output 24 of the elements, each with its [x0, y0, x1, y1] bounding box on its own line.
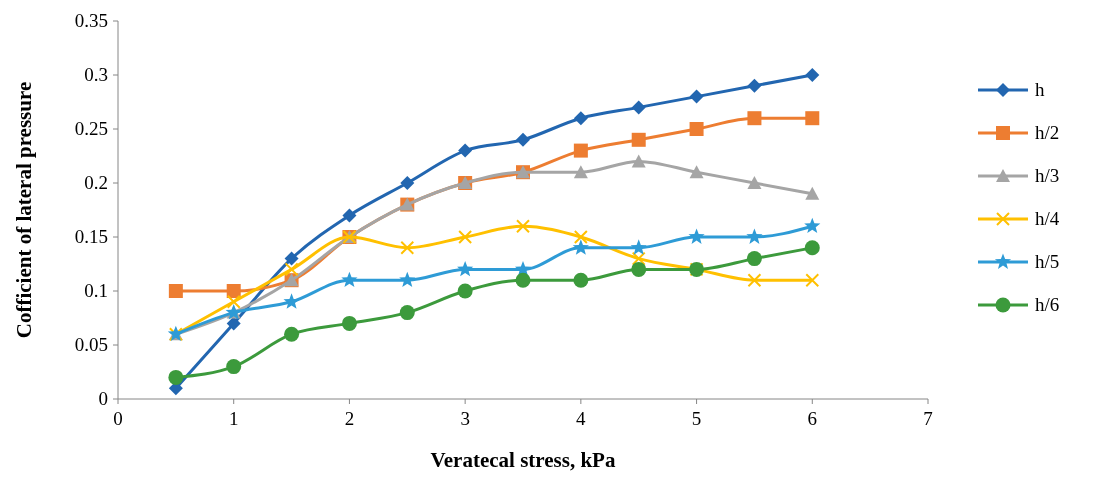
legend-label: h/6: [1035, 294, 1060, 315]
legend-label: h: [1035, 79, 1045, 100]
y-tick-label: 0.2: [84, 172, 108, 193]
x-tick-label: 3: [460, 408, 470, 429]
y-tick-label: 0.15: [74, 226, 108, 247]
x-tick-label: 0: [113, 408, 123, 429]
x-tick-label: 5: [691, 408, 702, 429]
y-tick-label: 0.25: [74, 118, 108, 139]
x-tick-label: 2: [344, 408, 355, 429]
x-tick-label: 1: [228, 408, 239, 429]
x-tick-label: 6: [807, 408, 818, 429]
y-tick-label: 0.05: [74, 334, 108, 355]
y-tick-label: 0: [98, 388, 108, 409]
legend-label: h/2: [1035, 122, 1060, 143]
y-tick-label: 0.3: [84, 64, 108, 85]
x-tick-label: 7: [923, 408, 933, 429]
x-tick-label: 4: [576, 408, 587, 429]
legend-label: h/4: [1035, 208, 1060, 229]
y-tick-label: 0.35: [74, 10, 108, 31]
legend-label: h/5: [1035, 251, 1060, 272]
legend-label: h/3: [1035, 165, 1060, 186]
y-tick-label: 0.1: [84, 280, 108, 301]
x-axis-title: Veratecal stress, kPa: [430, 448, 616, 472]
y-axis-title: Cofficient of lateral pressure: [12, 81, 36, 339]
